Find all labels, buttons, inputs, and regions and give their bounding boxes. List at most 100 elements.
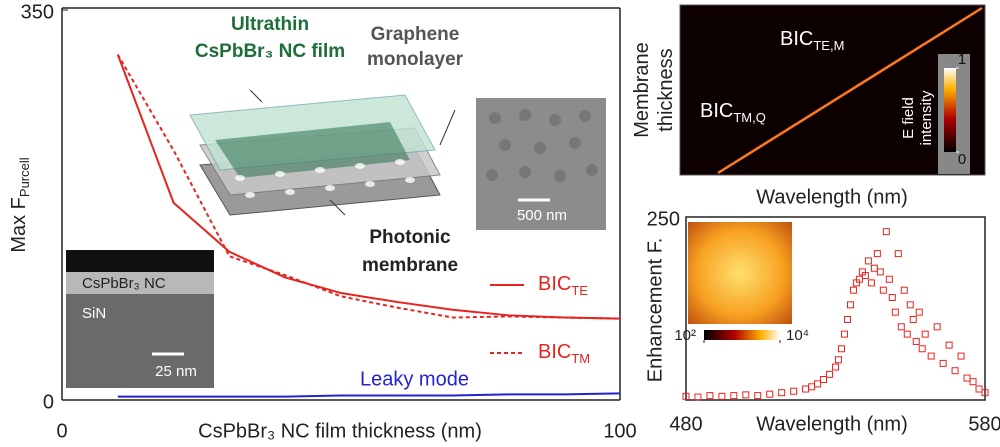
point (909, 315, 917, 323)
y-axis-label: Enhancement F. (644, 238, 666, 383)
point (918, 345, 926, 353)
bic-dispersion (717, 6, 983, 175)
point (933, 323, 941, 331)
annotation: membrane (362, 255, 458, 276)
point (730, 392, 738, 400)
schematic (189, 89, 456, 216)
point (981, 389, 989, 397)
point (957, 352, 965, 360)
annotation: SiN (82, 305, 106, 322)
point (754, 392, 762, 400)
pl-map (688, 222, 792, 324)
point (837, 345, 845, 353)
x-tick-label: 480 (669, 413, 702, 435)
y-axis-label: Membrane thickness (631, 42, 677, 138)
colorbar-label-line: E field (900, 97, 917, 139)
inset-colorbar (704, 330, 780, 340)
heatmap-label: BICTM,Q (700, 100, 766, 125)
point (885, 275, 893, 283)
point (876, 268, 884, 276)
series-line (117, 392, 621, 398)
point (906, 301, 914, 309)
point (855, 275, 863, 283)
x-tick-label: 0 (56, 420, 67, 442)
point (945, 341, 953, 349)
point (778, 389, 786, 397)
annotation: CsPbBr₃ NC (82, 275, 166, 292)
annotation: CsPbBr₃ NC film (195, 41, 345, 62)
legend-label: BICTE (538, 273, 588, 298)
point (969, 378, 977, 386)
point (834, 356, 842, 364)
point (873, 250, 881, 258)
point (790, 387, 798, 395)
label-sub: TM,Q (733, 110, 766, 125)
inset-colorbar-label: 10² (674, 327, 696, 344)
y-label-line: thickness (655, 48, 677, 131)
point (820, 376, 828, 384)
label-main: BIC (780, 28, 813, 50)
tem-top (66, 250, 214, 272)
sem-texture (486, 109, 598, 182)
point (766, 390, 774, 398)
point (718, 392, 726, 400)
legend-label: Leaky mode (360, 368, 469, 390)
heatmap (679, 4, 986, 176)
point (832, 363, 839, 371)
point (963, 374, 971, 382)
point (849, 286, 857, 294)
point (846, 301, 854, 309)
colorbar-tick-label: 0 (958, 151, 966, 168)
y-label-main: Max F (8, 197, 30, 253)
point (915, 308, 923, 316)
point (939, 359, 947, 367)
legend-label: BICTM (538, 341, 590, 366)
inset-colorbar-label: 10⁴ (786, 327, 809, 344)
colorbar (944, 68, 956, 152)
x-axis-label: Wavelength (nm) (756, 413, 908, 435)
colorbar-label: E fieldintensity (900, 90, 935, 146)
y-label-sub: Purcell (17, 157, 32, 197)
point (891, 308, 899, 316)
annotation: Photonic (369, 227, 451, 248)
y-tick-label: 0 (43, 391, 54, 413)
label-sub: TE,M (813, 38, 844, 53)
point (682, 392, 690, 400)
point (897, 323, 905, 331)
point (706, 392, 714, 400)
point (888, 294, 896, 302)
point (694, 393, 702, 401)
heatmap-label: BICTE,M (780, 28, 844, 53)
x-axis-label: CsPbBr₃ NC film thickness (nm) (198, 420, 482, 442)
point (814, 380, 822, 388)
point (951, 367, 959, 375)
scale-label: 25 nm (155, 363, 197, 380)
annotation: Ultrathin (231, 14, 309, 35)
x-tick-label: 580 (968, 413, 1000, 435)
point (975, 385, 983, 393)
point (742, 391, 750, 399)
tem-film (66, 272, 214, 294)
point (900, 286, 908, 294)
y-tick-label: 350 (21, 1, 54, 23)
series-line (116, 54, 621, 320)
point (882, 228, 890, 236)
point (921, 330, 929, 338)
legend-sub: TM (571, 351, 590, 366)
legend-sub: TE (571, 283, 588, 298)
point (802, 385, 810, 393)
x-tick-label: 100 (603, 420, 636, 442)
y-axis-label: Max FPurcell (8, 157, 32, 252)
y-label-line: Membrane (631, 42, 653, 138)
point (840, 330, 848, 338)
point (861, 272, 869, 280)
point (826, 370, 834, 378)
point (894, 250, 902, 258)
legend-name: BIC (538, 341, 571, 363)
point (808, 383, 816, 391)
point (864, 257, 872, 265)
plot-frame (685, 216, 986, 401)
label-main: BIC (700, 100, 733, 122)
legend-name: BIC (538, 273, 571, 295)
